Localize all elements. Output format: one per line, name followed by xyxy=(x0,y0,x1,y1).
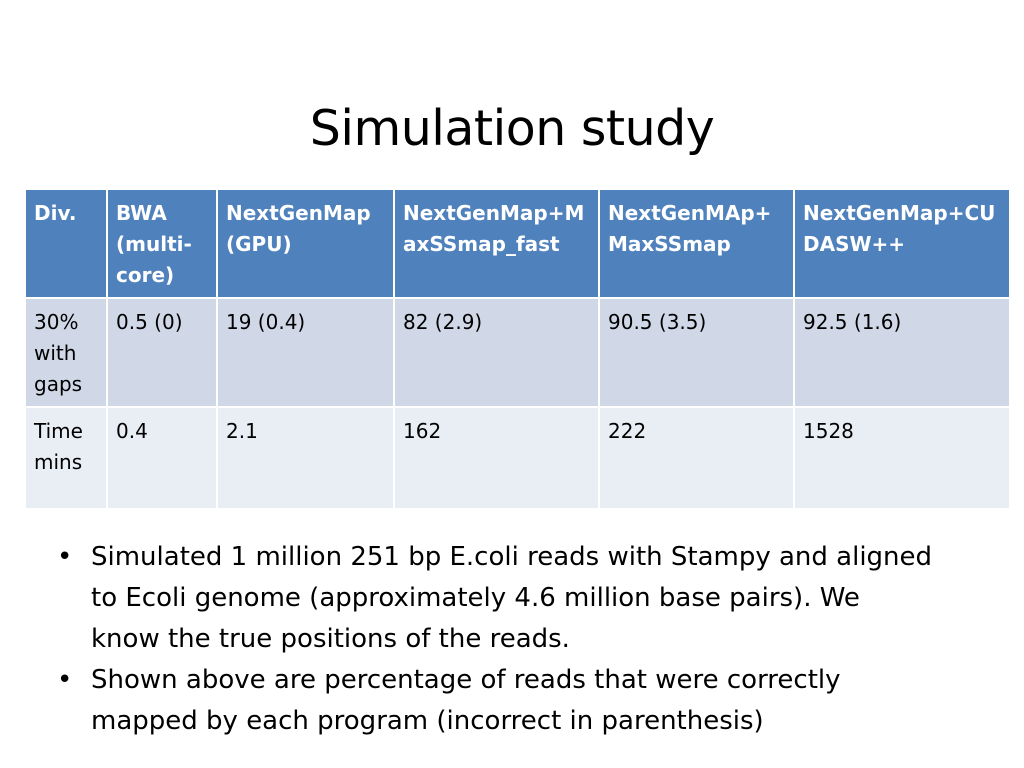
table-cell: 90.5 (3.5) xyxy=(598,297,795,408)
slide-title: Simulation study xyxy=(309,99,715,157)
table-cell: 162 xyxy=(393,406,600,510)
bullet-list: • Simulated 1 million 251 bp E.coli read… xyxy=(54,537,934,742)
bullet-item: • Simulated 1 million 251 bp E.coli read… xyxy=(54,537,934,660)
table-row: Time mins 0.4 2.1 162 222 1528 xyxy=(24,406,1011,510)
header-cell-nextgenmap-maxssmap: NextGenMAp+ MaxSSmap xyxy=(598,188,795,299)
bullet-text: Shown above are percentage of reads that… xyxy=(91,665,841,736)
table-cell: 0.5 (0) xyxy=(106,297,218,408)
table-cell: 2.1 xyxy=(216,406,395,510)
bullet-text: Simulated 1 million 251 bp E.coli reads … xyxy=(91,542,933,654)
bullet-dot-icon: • xyxy=(57,542,73,572)
table-cell: 1528 xyxy=(793,406,1011,510)
table-cell: 30% with gaps xyxy=(24,297,108,408)
table-cell: 0.4 xyxy=(106,406,218,510)
table-cell: 19 (0.4) xyxy=(216,297,395,408)
table-cell: 222 xyxy=(598,406,795,510)
table-cell: 82 (2.9) xyxy=(393,297,600,408)
bullet-item: • Shown above are percentage of reads th… xyxy=(54,660,934,742)
table-header-row: Div. BWA (multi-core) NextGenMap (GPU) N… xyxy=(24,188,1011,299)
header-cell-nextgenmap-gpu: NextGenMap (GPU) xyxy=(216,188,395,299)
bullet-dot-icon: • xyxy=(57,665,73,695)
table-cell: 92.5 (1.6) xyxy=(793,297,1011,408)
header-cell-nextgenmap-cudasw: NextGenMap+CUDASW++ xyxy=(793,188,1011,299)
table-cell: Time mins xyxy=(24,406,108,510)
results-table: Div. BWA (multi-core) NextGenMap (GPU) N… xyxy=(24,188,1011,510)
header-cell-bwa: BWA (multi-core) xyxy=(106,188,218,299)
header-cell-nextgenmap-maxssmap-fast: NextGenMap+MaxSSmap_fast xyxy=(393,188,600,299)
header-cell-div: Div. xyxy=(24,188,108,299)
table-row: 30% with gaps 0.5 (0) 19 (0.4) 82 (2.9) … xyxy=(24,297,1011,408)
